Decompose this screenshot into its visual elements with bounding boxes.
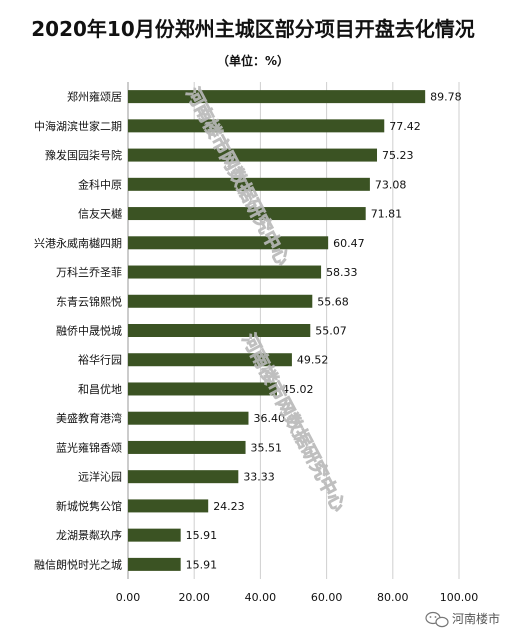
category-label: 龙湖景粼玖序 [56, 528, 122, 542]
value-label: 45.02 [282, 383, 314, 396]
value-label: 55.07 [315, 325, 347, 338]
value-label: 60.47 [333, 237, 365, 250]
value-label: 58.33 [326, 266, 358, 279]
chart-subtitle: （单位：%） [217, 53, 289, 68]
bar [128, 528, 181, 542]
bar [128, 499, 209, 513]
brand-mark: 河南楼市 [425, 611, 500, 628]
bar [128, 148, 378, 162]
value-label: 55.68 [317, 295, 349, 308]
category-label: 兴港永威南樾四期 [34, 236, 122, 250]
category-label: 万科兰乔圣菲 [56, 265, 122, 279]
value-label: 36.40 [253, 412, 285, 425]
wechat-icon [425, 611, 449, 628]
x-tick-label: 0.00 [116, 591, 141, 604]
x-axis-ticks: 0.00 20.00 40.00 60.00 80.00 100.00 [116, 591, 479, 604]
chart-title: 2020年10月份郑州主城区部分项目开盘去化情况 [31, 17, 475, 41]
bar [128, 90, 426, 104]
value-label: 15.91 [186, 558, 218, 571]
value-label: 24.23 [213, 500, 245, 513]
category-label: 裕华行园 [78, 353, 122, 367]
x-tick-label: 100.00 [440, 591, 479, 604]
bar [128, 236, 329, 250]
value-label: 71.81 [371, 208, 403, 221]
category-label: 中海湖滨世家二期 [34, 119, 122, 133]
bar [128, 294, 313, 308]
bar [128, 265, 322, 279]
category-label: 金科中原 [78, 177, 122, 191]
bar [128, 324, 311, 337]
category-label: 融侨中晟悦城 [56, 324, 122, 338]
bars [128, 90, 426, 571]
bar [128, 177, 370, 191]
x-tick-label: 40.00 [245, 591, 277, 604]
bar [128, 207, 366, 221]
bar [128, 470, 239, 484]
category-label: 东青云锦熙悦 [56, 294, 122, 308]
bar [128, 353, 292, 367]
category-label: 美盛教育港湾 [56, 411, 122, 425]
category-label: 和昌优地 [78, 383, 122, 396]
value-label: 33.33 [243, 471, 275, 484]
category-label: 融信朗悦时光之城 [34, 557, 122, 571]
x-tick-label: 60.00 [311, 591, 343, 604]
bar [128, 557, 181, 571]
category-label: 信友天樾 [78, 207, 122, 221]
bar [128, 119, 385, 133]
category-label: 远洋沁园 [78, 470, 122, 484]
value-label: 89.78 [430, 91, 462, 104]
value-label: 75.23 [382, 149, 414, 162]
category-label: 蓝光雍锦香颂 [56, 440, 122, 454]
brand-name: 河南楼市 [452, 611, 500, 626]
value-label: 77.42 [389, 120, 421, 133]
category-labels: 郑州雍颂居中海湖滨世家二期豫发国园柒号院金科中原信友天樾兴港永威南樾四期万科兰乔… [34, 90, 122, 572]
value-label: 35.51 [251, 441, 282, 454]
category-label: 新城悦隽公馆 [56, 499, 122, 513]
bar [128, 382, 278, 396]
bar [128, 440, 246, 454]
value-label: 73.08 [375, 178, 407, 191]
category-label: 豫发国园柒号院 [45, 148, 122, 162]
value-label: 49.52 [297, 354, 329, 367]
x-tick-label: 20.00 [178, 591, 210, 604]
category-label: 郑州雍颂居 [67, 90, 122, 104]
value-labels: 89.78 77.42 75.23 73.08 71.81 60.47 58.33 55.68… [186, 91, 462, 572]
x-tick-label: 80.00 [377, 591, 409, 604]
bar [128, 411, 249, 425]
value-label: 15.91 [186, 529, 218, 542]
